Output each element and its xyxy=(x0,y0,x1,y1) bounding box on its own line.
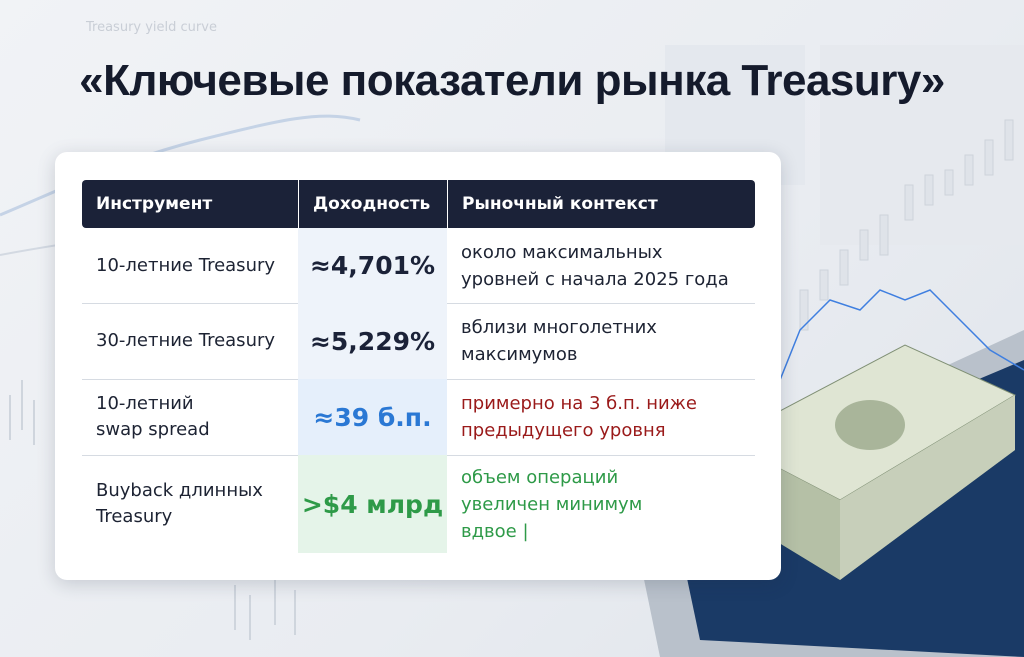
text-block: 10-летние Treasury xyxy=(96,253,275,279)
header-cell: Доходность xyxy=(298,180,447,228)
background-label: Treasury yield curve xyxy=(86,20,217,35)
context-cell: объем операций увеличен минимум вдвое | xyxy=(447,455,755,553)
text-line: вдвое | xyxy=(461,520,529,542)
text-line: Treasury xyxy=(96,506,173,527)
header-cell: Инструмент xyxy=(96,194,213,214)
context-cell: вблизи многолетних максимумов xyxy=(447,303,755,379)
title: «Ключевые показатели рынка Treasury» xyxy=(79,56,945,105)
table-header: Инструмент Доходность Рыночный контекст xyxy=(82,180,755,228)
instrument-cell: 10-летние Treasury xyxy=(82,228,298,303)
text-block: примерно на 3 б.п. ниже предыдущего уровн… xyxy=(461,390,697,444)
text-block: объем операций увеличен минимум вдвое | xyxy=(461,464,642,545)
bg-curve xyxy=(0,114,361,217)
text-block: вблизи многолетних максимумов xyxy=(461,314,657,368)
instrument-cell: 30-летние Treasury xyxy=(82,303,298,379)
instrument-cell: Buyback длинных Treasury xyxy=(82,455,298,553)
bg-candles xyxy=(9,380,296,640)
text-block: 30-летние Treasury xyxy=(96,328,275,354)
text-line: увеличен минимум xyxy=(461,493,643,515)
table-row: 30-летние Treasury ≈5,229% вблизи многолет… xyxy=(82,303,755,380)
instrument-cell: 10-летний swap spread xyxy=(82,379,298,455)
text-line: 10-летний xyxy=(96,393,194,414)
text-line: объем операций xyxy=(461,466,619,488)
context-cell: примерно на 3 б.п. ниже предыдущего уровн… xyxy=(447,379,755,455)
yield-cell: ≈39 б.п. xyxy=(298,379,447,455)
yield-cell: ≈4,701% xyxy=(298,228,447,303)
header-cell: Рыночный контекст xyxy=(447,180,755,228)
text-line: 30-летние Treasury xyxy=(96,330,276,351)
money-stack xyxy=(723,344,1017,580)
table-row: Buyback длинных Treasury >$4 млрд объем опе… xyxy=(82,455,755,553)
text-line: предыдущего уровня xyxy=(461,420,666,441)
text-block: Buyback длинных Treasury xyxy=(96,478,263,530)
text-block: около максимальных уровней с начала 2025 … xyxy=(461,239,729,293)
context-cell: около максимальных уровней с начала 2025 … xyxy=(447,228,755,303)
table-row: 10-летние Treasury ≈4,701% около максималь… xyxy=(82,228,755,304)
yield-cell: ≈5,229% xyxy=(298,303,447,379)
text-line: вблизи многолетних xyxy=(461,317,657,338)
text-line: 10-летние Treasury xyxy=(96,254,276,276)
yield-cell: >$4 млрд xyxy=(298,455,447,553)
table-row: 10-летний swap spread ≈39 б.п. примерно на … xyxy=(82,379,755,456)
text-line: Buyback длинных xyxy=(96,480,263,501)
text-block: 10-летний swap spread xyxy=(96,391,210,443)
text-line: примерно на 3 б.п. ниже xyxy=(461,393,697,414)
text-line: swap spread xyxy=(96,419,210,440)
text-line: около максимальных xyxy=(461,241,663,263)
text-line: максимумов xyxy=(461,344,578,365)
bg-candles xyxy=(799,119,1014,331)
text-line: уровней с начала 2025 года xyxy=(461,268,729,290)
table-card: Инструмент Доходность Рыночный контекст … xyxy=(55,152,781,580)
